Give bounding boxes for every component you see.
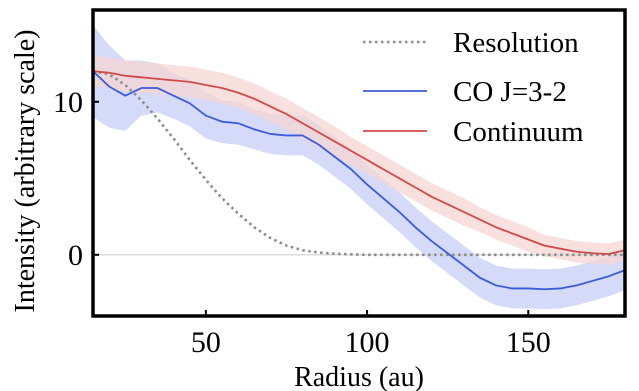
y-axis-ticks: 0 10 <box>53 86 99 272</box>
co-j-3-2-line <box>93 70 625 291</box>
uncertainty-bands <box>93 25 625 310</box>
plot-frame <box>91 8 627 318</box>
legend: Resolution CO J=3-2 Continuum <box>363 27 584 148</box>
y-tick-label: 10 <box>53 86 83 119</box>
x-tick-label: 50 <box>191 326 221 359</box>
legend-label-continuum: Continuum <box>453 116 584 148</box>
y-axis-label: Intensity (arbitrary scale) <box>10 30 41 313</box>
legend-label-resolution: Resolution <box>453 27 579 59</box>
x-tick-label: 150 <box>506 326 551 359</box>
y-tick-label: 0 <box>68 239 83 272</box>
x-axis-ticks: 50 100 150 <box>191 310 551 359</box>
continuum-line <box>93 70 625 255</box>
x-tick-label: 100 <box>345 326 390 359</box>
legend-label-co-j-3-2: CO J=3-2 <box>453 76 567 108</box>
continuum-band <box>93 55 625 265</box>
series-lines <box>93 69 625 291</box>
x-axis-label: Radius (au) <box>294 362 424 391</box>
